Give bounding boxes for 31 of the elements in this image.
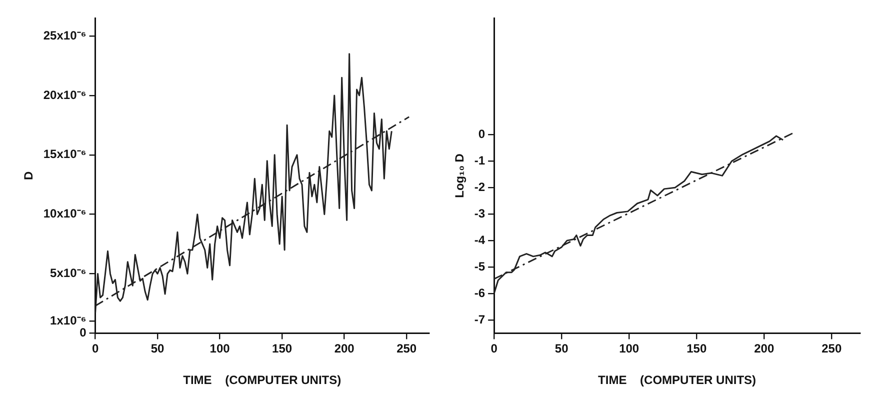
y-tick-label: 0	[478, 126, 486, 141]
x-tick-label: 50	[554, 342, 569, 356]
x-tick-label: 200	[334, 342, 355, 356]
x-axis-title: TIME (COMPUTER UNITS)	[183, 373, 342, 388]
x-tick-label: 50	[150, 342, 165, 356]
y-tick-label: -7	[474, 312, 486, 326]
y-axis-title: Log₁₀ D	[452, 153, 467, 198]
x-axis-title: TIME (COMPUTER UNITS)	[598, 373, 756, 388]
y-tick-label: -1	[474, 153, 486, 168]
x-tick-label: 100	[210, 342, 230, 356]
y-tick-label: -5	[474, 259, 486, 274]
x-tick-label: 100	[619, 342, 640, 356]
y-tick-label: 1x10⁻⁶	[50, 314, 86, 328]
y-axis-title: D	[22, 171, 36, 180]
y-tick-label: -6	[474, 286, 486, 300]
x-tick-label: 250	[822, 342, 842, 356]
y-tick-label: 25x10⁻⁶	[43, 28, 86, 42]
x-tick-label: 150	[686, 342, 707, 356]
x-tick-label: 0	[92, 342, 99, 356]
y-tick-label: -2	[474, 180, 486, 194]
y-tick-label: -3	[474, 206, 486, 220]
y-tick-label: 10x10⁻⁶	[43, 206, 86, 221]
x-tick-label: 150	[272, 342, 292, 356]
y-tick-label: 20x10⁻⁶	[43, 88, 86, 102]
y-tick-label: -4	[474, 232, 486, 247]
x-tick-label: 200	[754, 342, 774, 356]
y-tick-label: 5x10⁻⁶	[50, 266, 86, 280]
y-tick-label: 15x10⁻⁶	[43, 147, 86, 162]
x-tick-label: 250	[396, 342, 417, 356]
y-tick-label: 0	[80, 326, 87, 340]
x-tick-label: 0	[490, 342, 498, 356]
